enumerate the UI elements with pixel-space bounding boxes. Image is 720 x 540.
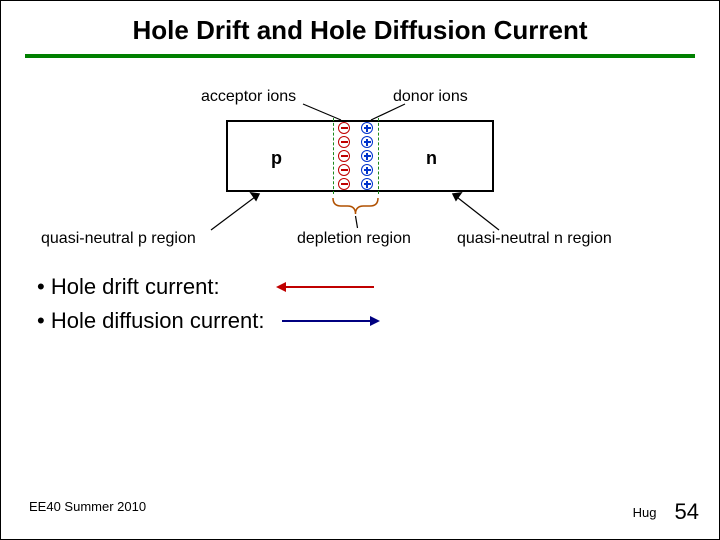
page-title: Hole Drift and Hole Diffusion Current (1, 1, 719, 54)
pn-diagram: acceptor ions donor ions p n quasi-neutr… (1, 70, 720, 260)
plus-ion-icon (361, 164, 373, 176)
bullet-drift: • Hole drift current: (37, 274, 220, 300)
plus-ion-icon (361, 150, 373, 162)
plus-ion-icon (361, 136, 373, 148)
footer-author: Hug (633, 505, 657, 520)
drift-arrow-icon (278, 286, 374, 288)
bullet-list: • Hole drift current: • Hole diffusion c… (1, 260, 719, 338)
diffusion-arrow-icon (282, 320, 378, 322)
footer-course: EE40 Summer 2010 (29, 499, 146, 525)
footer: EE40 Summer 2010 Hug 54 (29, 499, 699, 525)
label-quasi-neutral-n: quasi-neutral n region (457, 230, 612, 248)
minus-ion-icon (338, 164, 350, 176)
bullet-diffusion: • Hole diffusion current: (37, 308, 264, 334)
title-underline (25, 54, 695, 58)
dashed-boundary-right (378, 118, 379, 194)
label-acceptor-ions: acceptor ions (201, 88, 296, 106)
minus-ion-icon (338, 150, 350, 162)
p-region-label: p (271, 148, 282, 169)
label-depletion-region: depletion region (297, 230, 411, 248)
pn-junction-box (226, 120, 494, 192)
minus-ion-icon (338, 122, 350, 134)
label-quasi-neutral-p: quasi-neutral p region (41, 230, 196, 248)
plus-ion-icon (361, 178, 373, 190)
minus-ion-icon (338, 178, 350, 190)
dashed-boundary-left (333, 118, 334, 194)
page-number: 54 (675, 499, 699, 525)
minus-ion-icon (338, 136, 350, 148)
n-region-label: n (426, 148, 437, 169)
label-donor-ions: donor ions (393, 88, 468, 106)
plus-ion-icon (361, 122, 373, 134)
